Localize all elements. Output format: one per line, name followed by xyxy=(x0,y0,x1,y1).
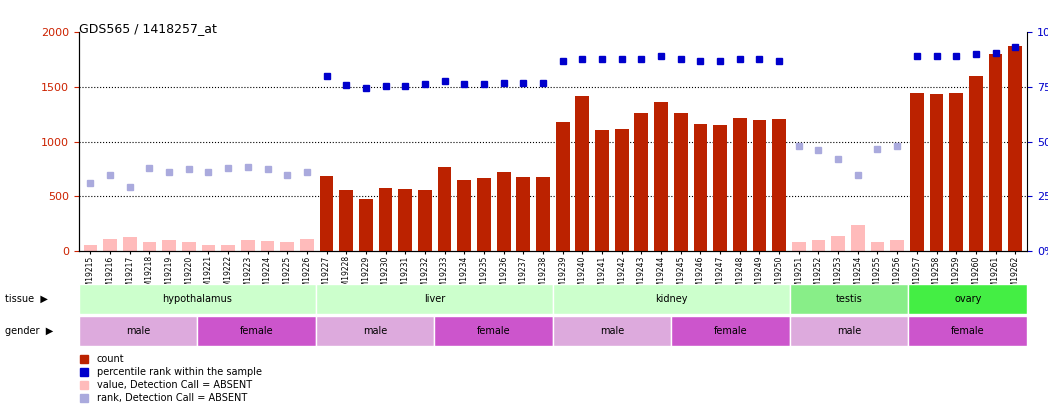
Bar xyxy=(851,225,865,251)
Text: gender  ▶: gender ▶ xyxy=(5,326,53,336)
Bar xyxy=(969,76,983,251)
Bar xyxy=(634,113,649,251)
Bar xyxy=(418,190,432,251)
Bar xyxy=(162,240,176,251)
Bar xyxy=(752,120,766,251)
Text: testis: testis xyxy=(836,294,863,304)
Text: percentile rank within the sample: percentile rank within the sample xyxy=(96,367,262,377)
Bar xyxy=(674,113,687,251)
Bar xyxy=(280,242,294,251)
Text: count: count xyxy=(96,354,125,364)
Bar xyxy=(672,316,790,346)
Text: male: male xyxy=(363,326,387,336)
Text: male: male xyxy=(126,326,150,336)
Bar xyxy=(811,240,826,251)
Bar xyxy=(988,54,1003,251)
Bar xyxy=(575,96,589,251)
Bar xyxy=(654,102,668,251)
Bar xyxy=(909,316,1027,346)
Bar xyxy=(694,124,707,251)
Bar xyxy=(553,284,790,314)
Bar xyxy=(1008,45,1022,251)
Bar xyxy=(477,178,490,251)
Bar xyxy=(241,240,255,251)
Bar xyxy=(910,92,923,251)
Text: female: female xyxy=(951,326,984,336)
Bar xyxy=(457,180,472,251)
Bar xyxy=(553,316,672,346)
Bar xyxy=(438,167,452,251)
Bar xyxy=(79,284,315,314)
Text: tissue  ▶: tissue ▶ xyxy=(5,294,48,304)
Bar xyxy=(359,198,373,251)
Bar xyxy=(792,242,806,251)
Bar xyxy=(497,173,510,251)
Bar xyxy=(320,176,333,251)
Text: ovary: ovary xyxy=(954,294,981,304)
Bar xyxy=(434,316,553,346)
Bar xyxy=(891,240,904,251)
Text: male: male xyxy=(599,326,625,336)
Bar xyxy=(143,242,156,251)
Bar xyxy=(595,130,609,251)
Bar xyxy=(315,316,434,346)
Bar xyxy=(123,237,136,251)
Bar xyxy=(300,239,313,251)
Bar xyxy=(398,189,412,251)
Bar xyxy=(537,177,550,251)
Bar xyxy=(831,236,845,251)
Bar xyxy=(871,242,885,251)
Text: rank, Detection Call = ABSENT: rank, Detection Call = ABSENT xyxy=(96,393,247,403)
Text: hypothalamus: hypothalamus xyxy=(162,294,232,304)
Bar xyxy=(221,245,235,251)
Bar xyxy=(84,245,97,251)
Text: GDS565 / 1418257_at: GDS565 / 1418257_at xyxy=(79,22,217,35)
Bar xyxy=(772,119,786,251)
Bar xyxy=(790,316,909,346)
Bar xyxy=(340,190,353,251)
Text: liver: liver xyxy=(423,294,445,304)
Bar xyxy=(909,284,1027,314)
Text: kidney: kidney xyxy=(655,294,687,304)
Text: female: female xyxy=(477,326,510,336)
Bar xyxy=(517,177,530,251)
Text: value, Detection Call = ABSENT: value, Detection Call = ABSENT xyxy=(96,380,253,390)
Bar xyxy=(261,241,275,251)
Text: female: female xyxy=(240,326,274,336)
Bar xyxy=(714,125,727,251)
Bar xyxy=(790,284,909,314)
Bar xyxy=(930,94,943,251)
Bar xyxy=(315,284,553,314)
Bar xyxy=(197,316,315,346)
Bar xyxy=(182,242,196,251)
Bar xyxy=(615,129,629,251)
Text: female: female xyxy=(714,326,747,336)
Bar xyxy=(733,118,746,251)
Text: male: male xyxy=(837,326,861,336)
Bar xyxy=(103,239,117,251)
Bar xyxy=(949,92,963,251)
Bar xyxy=(201,245,215,251)
Bar xyxy=(378,188,392,251)
Bar xyxy=(555,122,569,251)
Bar xyxy=(79,316,197,346)
